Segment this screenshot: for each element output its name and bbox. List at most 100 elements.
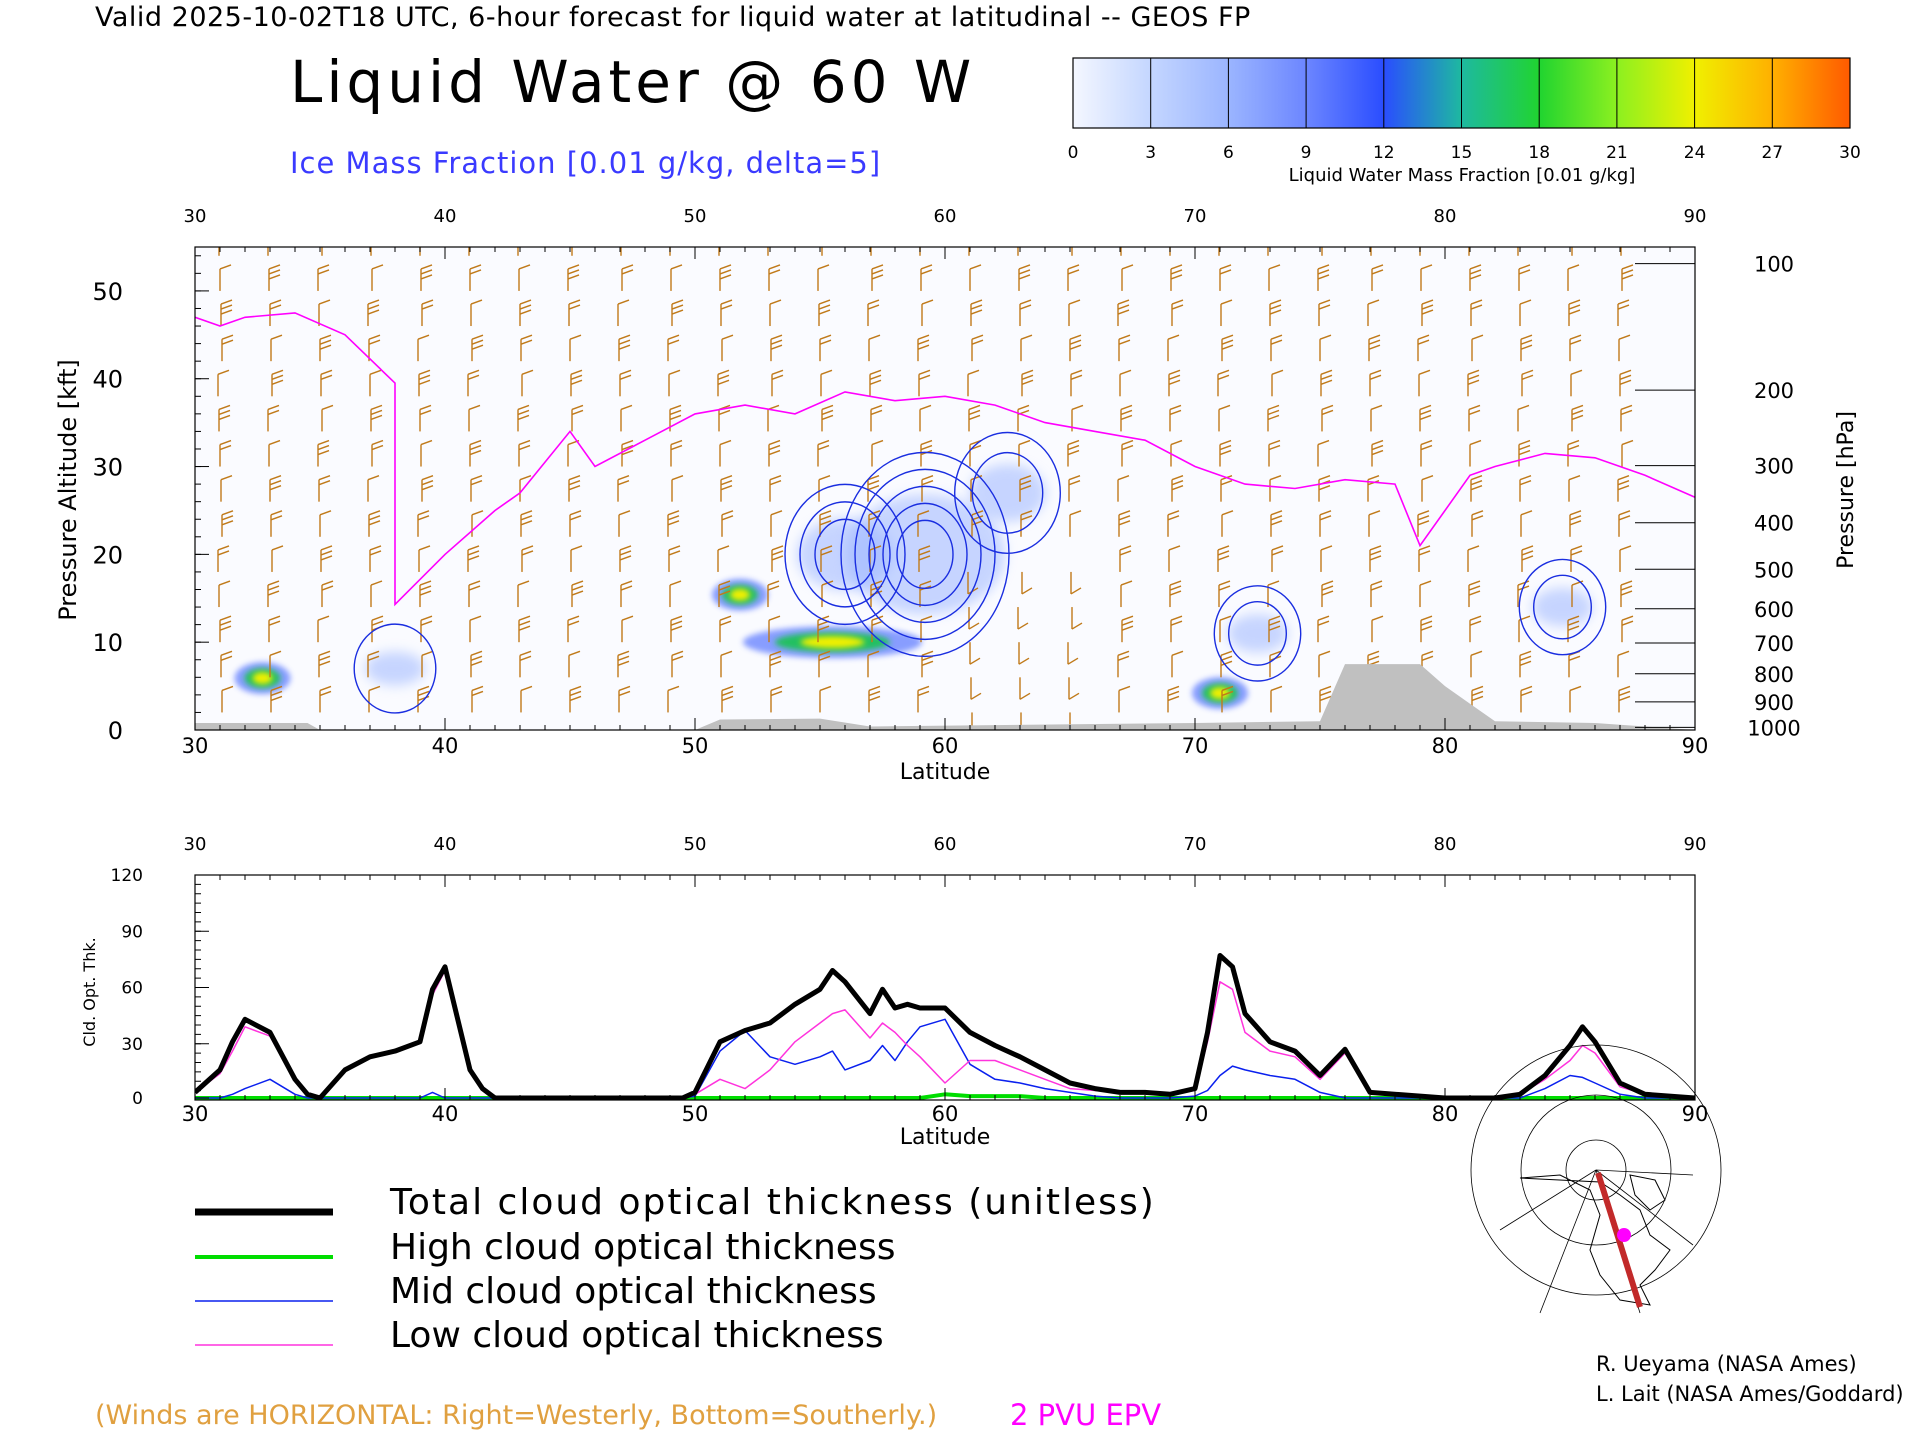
wind-barb <box>521 545 534 572</box>
wind-barb <box>1621 264 1634 291</box>
wind-barb <box>318 475 331 502</box>
x-tick-label-top: 90 <box>1684 834 1707 855</box>
wind-barb <box>1470 475 1483 502</box>
wind-barb <box>1167 685 1180 713</box>
wind-barb <box>1021 369 1034 397</box>
wind-barb <box>1121 264 1134 291</box>
wind-barb <box>817 615 830 643</box>
wind-barb <box>721 510 734 537</box>
wind-barb <box>920 264 933 291</box>
x-tick-label-top: 50 <box>684 206 707 227</box>
x-tick-label-top: 30 <box>184 206 207 227</box>
wind-barb <box>267 247 269 256</box>
wind-barb <box>621 264 634 291</box>
wind-barb <box>1568 299 1581 327</box>
credit-ueyama: R. Ueyama (NASA Ames) <box>1596 1352 1857 1376</box>
colorbar-tick-label: 9 <box>1301 143 1312 163</box>
wind-barb <box>1068 475 1081 502</box>
colorbar-tick-label: 18 <box>1528 143 1550 163</box>
wind-barb <box>219 439 232 467</box>
wind-barb <box>771 545 784 572</box>
wind-barb <box>1520 685 1533 713</box>
x-tick-label-top: 60 <box>934 834 957 855</box>
wind-barb <box>867 299 880 327</box>
terrain <box>195 664 1695 730</box>
colorbar-tick-label: 21 <box>1606 143 1628 163</box>
wind-barb <box>918 545 931 572</box>
wind-barb <box>669 247 671 256</box>
wind-barb <box>469 615 482 643</box>
wind-barb <box>1070 369 1083 397</box>
wind-barb <box>471 510 484 537</box>
x-tick-label-top: 70 <box>1184 834 1207 855</box>
wind-barb <box>1221 510 1234 537</box>
wind-barb <box>921 650 934 678</box>
legend-label-low: Low cloud optical thickness <box>390 1315 884 1356</box>
bottom-x-axis-label: Latitude <box>900 1125 991 1150</box>
wind-barb <box>421 299 434 327</box>
legend-label-mid: Mid cloud optical thickness <box>390 1271 877 1312</box>
wind-barb <box>1371 615 1384 643</box>
wind-barb <box>1171 299 1184 327</box>
pressure-tick-label: 800 <box>1754 663 1794 687</box>
ice-contour <box>784 483 906 626</box>
wind-barb <box>1217 545 1230 572</box>
x-tick-label: 80 <box>1432 734 1459 758</box>
liquid-water-blob <box>800 636 865 649</box>
wind-barb <box>1168 369 1181 397</box>
wind-barb <box>1018 264 1031 291</box>
wind-barb <box>770 334 783 362</box>
wind-barb <box>1120 247 1122 256</box>
x-tick-label: 30 <box>182 734 209 758</box>
wind-barb <box>1319 510 1332 537</box>
wind-barb <box>1518 264 1531 291</box>
wind-barb <box>1621 439 1634 467</box>
wind-barb <box>720 475 733 502</box>
wind-barb <box>1617 650 1630 678</box>
y-tick-label: 30 <box>92 454 123 482</box>
ice-contour <box>1213 585 1302 682</box>
wind-barb <box>420 264 433 291</box>
winds-note: (Winds are HORIZONTAL: Right=Westerly, B… <box>95 1400 938 1431</box>
wind-barb <box>921 299 934 327</box>
wind-barb <box>1471 510 1484 537</box>
locator-map-cross-section <box>1595 1172 1643 1308</box>
ice-mass-subtitle: Ice Mass Fraction [0.01 g/kg, delta=5] <box>290 146 882 180</box>
wind-barb <box>1270 510 1283 537</box>
wind-barb <box>1267 404 1280 432</box>
wind-barb <box>917 685 930 713</box>
wind-barb <box>819 510 832 537</box>
wind-barb <box>468 247 470 256</box>
wind-barb <box>668 545 681 572</box>
pressure-tick-label: 900 <box>1754 691 1794 715</box>
wind-barb <box>417 685 430 713</box>
pressure-tick-label: 700 <box>1754 632 1794 656</box>
wind-barb <box>1569 510 1582 537</box>
wind-barb <box>1469 264 1482 291</box>
wind-barb <box>1217 369 1230 397</box>
y-tick-label: 40 <box>92 366 123 394</box>
wind-barb <box>667 334 680 362</box>
wind-barb <box>1369 369 1382 397</box>
wind-barb <box>1371 264 1384 291</box>
wind-barb <box>217 369 230 397</box>
ice-contour <box>1227 600 1287 666</box>
wind-barb <box>1018 642 1030 665</box>
x-tick-label: 50 <box>682 734 709 758</box>
wind-barb <box>1370 580 1383 608</box>
wind-barb <box>1417 334 1430 362</box>
y-tick-label: 120 <box>111 866 143 886</box>
wind-barb <box>268 615 281 643</box>
wind-barb <box>1519 475 1532 502</box>
x-tick-label: 80 <box>1432 1102 1459 1126</box>
wind-barb <box>1118 510 1131 537</box>
wind-barb <box>721 685 734 713</box>
ice-field-blob <box>1227 614 1288 653</box>
wind-barb <box>1069 334 1082 362</box>
main-plot-area <box>195 247 1695 730</box>
wind-barb <box>418 369 431 397</box>
wind-barb <box>1218 247 1220 256</box>
wind-barb <box>370 247 372 256</box>
wind-barb <box>1068 677 1080 700</box>
bottom-plot-area <box>195 875 1695 1100</box>
